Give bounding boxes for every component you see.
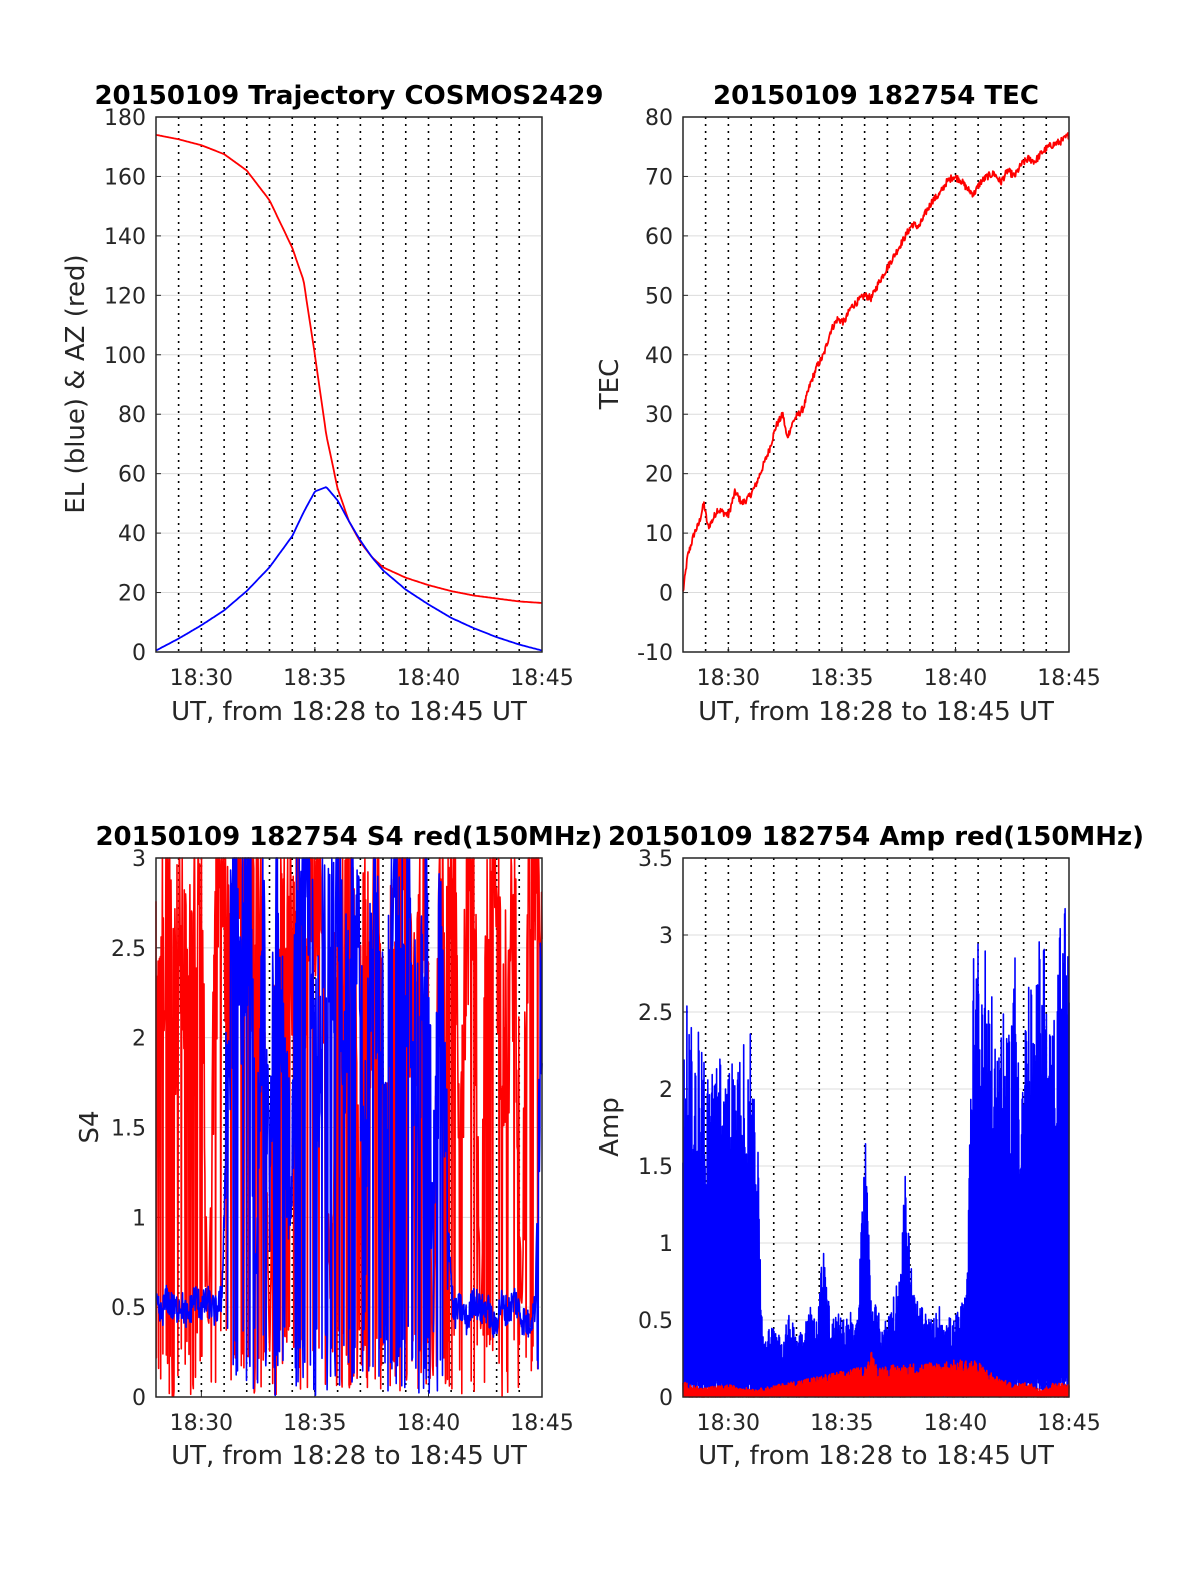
y-tick-label: -10 <box>637 641 673 666</box>
data-series <box>682 907 1070 1398</box>
y-tick-label: 2.5 <box>111 937 146 962</box>
plot-border <box>155 116 543 653</box>
y-tick-label: 0 <box>132 1386 146 1411</box>
plot-area <box>155 116 543 653</box>
chart-title: 20150109 182754 Amp red(150MHz) <box>608 822 1144 852</box>
series-line-amp_red <box>682 1351 1070 1398</box>
grid <box>683 116 1070 653</box>
tick-labels: -10 0 10 20 30 40 50 60 70 80 18:30 18:35 18:40 18:45 <box>637 106 1101 691</box>
x-tick-label: 18:45 <box>510 666 573 691</box>
y-tick-label: 50 <box>645 284 673 309</box>
y-axis-label: Amp <box>595 1097 625 1157</box>
tec-chart: -10 0 10 20 30 40 50 60 70 80 18:30 18:35 18:40 18:45… <box>595 81 1101 727</box>
x-tick-label: 18:40 <box>397 666 460 691</box>
y-tick-label: 0 <box>659 582 673 607</box>
x-tick-label: 18:40 <box>924 1411 987 1436</box>
chart-title: 20150109 Trajectory COSMOS2429 <box>94 81 603 111</box>
y-tick-label: 0 <box>132 641 146 666</box>
series-line-s4_blue <box>155 857 543 1397</box>
series-line-s4_red <box>155 857 543 1397</box>
x-tick-label: 18:30 <box>170 666 233 691</box>
y-tick-label: 20 <box>118 582 146 607</box>
tick-labels: 0 0.5 1 1.5 2 2.5 3 3.5 18:30 18:35 18:40 18:45 <box>638 847 1101 1436</box>
y-tick-label: 140 <box>104 225 146 250</box>
x-tick-label: 18:35 <box>283 1411 346 1436</box>
y-tick-label: 3 <box>659 924 673 949</box>
y-tick-label: 3.5 <box>638 847 673 872</box>
y-tick-label: 160 <box>104 165 146 190</box>
x-tick-label: 18:35 <box>810 666 873 691</box>
y-tick-label: 70 <box>645 165 673 190</box>
y-tick-label: 1 <box>659 1232 673 1257</box>
x-tick-label: 18:45 <box>1037 1411 1100 1436</box>
tick-labels: 0 20 40 60 80 100 120 140 160 180 18:30 18:35 18:40 1… <box>104 106 574 691</box>
plot-border <box>682 116 1070 653</box>
x-tick-label: 18:30 <box>170 1411 233 1436</box>
y-tick-label: 1.5 <box>638 1155 673 1180</box>
amp-chart: 0 0.5 1 1.5 2 2.5 3 3.5 18:30 18:35 18:40 18:45 201… <box>595 822 1144 1471</box>
y-tick-label: 100 <box>104 344 146 369</box>
x-axis-label: UT, from 18:28 to 18:45 UT <box>171 1441 527 1471</box>
x-axis-label: UT, from 18:28 to 18:45 UT <box>171 697 527 727</box>
y-tick-label: 20 <box>645 463 673 488</box>
y-tick-label: 80 <box>645 106 673 131</box>
plot-border <box>155 857 543 1398</box>
grid <box>156 116 543 653</box>
y-tick-label: 60 <box>118 463 146 488</box>
y-tick-label: 80 <box>118 403 146 428</box>
y-tick-label: 1.5 <box>111 1117 146 1142</box>
tick-labels: 0 0.5 1 1.5 2 2.5 3 18:30 18:35 18:40 18:45 <box>111 847 574 1436</box>
data-series <box>682 132 1070 592</box>
x-tick-label: 18:30 <box>697 666 760 691</box>
y-tick-label: 120 <box>104 284 146 309</box>
y-tick-label: 180 <box>104 106 146 131</box>
x-axis-label: UT, from 18:28 to 18:45 UT <box>698 697 1054 727</box>
y-tick-label: 3 <box>132 847 146 872</box>
y-tick-label: 30 <box>645 403 673 428</box>
y-tick-label: 2.5 <box>638 1001 673 1026</box>
s4-chart: 0 0.5 1 1.5 2 2.5 3 18:30 18:35 18:40 18:45 201501… <box>75 822 603 1471</box>
y-tick-label: 2 <box>132 1027 146 1052</box>
y-tick-label: 0.5 <box>638 1309 673 1334</box>
x-tick-label: 18:40 <box>924 666 987 691</box>
y-tick-label: 40 <box>645 344 673 369</box>
x-tick-label: 18:35 <box>810 1411 873 1436</box>
y-tick-label: 1 <box>132 1206 146 1231</box>
chart-title: 20150109 182754 S4 red(150MHz) <box>95 822 602 852</box>
y-axis-label: S4 <box>75 1110 105 1143</box>
x-tick-label: 18:30 <box>697 1411 760 1436</box>
series-line-amp_blue <box>682 907 1070 1398</box>
chart-title: 20150109 182754 TEC <box>713 81 1039 111</box>
data-series <box>155 133 543 652</box>
x-tick-label: 18:45 <box>1037 666 1100 691</box>
y-tick-label: 0 <box>659 1386 673 1411</box>
y-tick-label: 60 <box>645 225 673 250</box>
y-tick-label: 10 <box>645 522 673 547</box>
plot-area <box>682 116 1070 653</box>
trajectory-chart: 0 20 40 60 80 100 120 140 160 180 18:30 18:35 18:40 1… <box>61 81 604 727</box>
y-tick-label: 2 <box>659 1078 673 1103</box>
data-series <box>155 857 543 1397</box>
y-tick-label: 40 <box>118 522 146 547</box>
series-line-az <box>682 132 1070 592</box>
x-tick-label: 18:45 <box>510 1411 573 1436</box>
plot-border <box>682 857 1070 1398</box>
x-tick-label: 18:40 <box>397 1411 460 1436</box>
x-tick-label: 18:35 <box>283 666 346 691</box>
y-axis-label: TEC <box>595 359 625 410</box>
y-axis-label: EL (blue) & AZ (red) <box>61 254 91 513</box>
y-tick-label: 0.5 <box>111 1296 146 1321</box>
series-line-el <box>155 486 543 652</box>
x-axis-label: UT, from 18:28 to 18:45 UT <box>698 1441 1054 1471</box>
